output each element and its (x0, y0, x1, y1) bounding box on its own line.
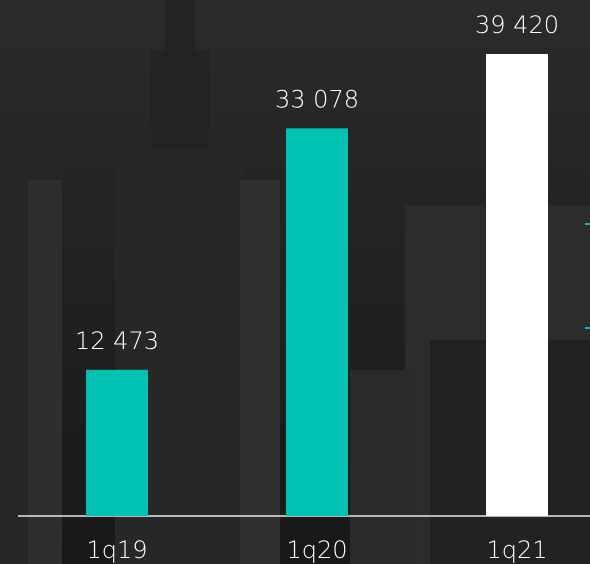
x-tick-label: 1q19 (86, 536, 147, 564)
bar (86, 369, 148, 516)
x-tick-label: 1q21 (486, 536, 547, 564)
bar (486, 54, 548, 516)
value-label: 33 078 (275, 85, 359, 113)
value-label: 39 420 (475, 11, 559, 39)
bar (286, 128, 348, 516)
x-tick-label: 1q20 (286, 536, 347, 564)
value-label: 12 473 (75, 327, 159, 355)
